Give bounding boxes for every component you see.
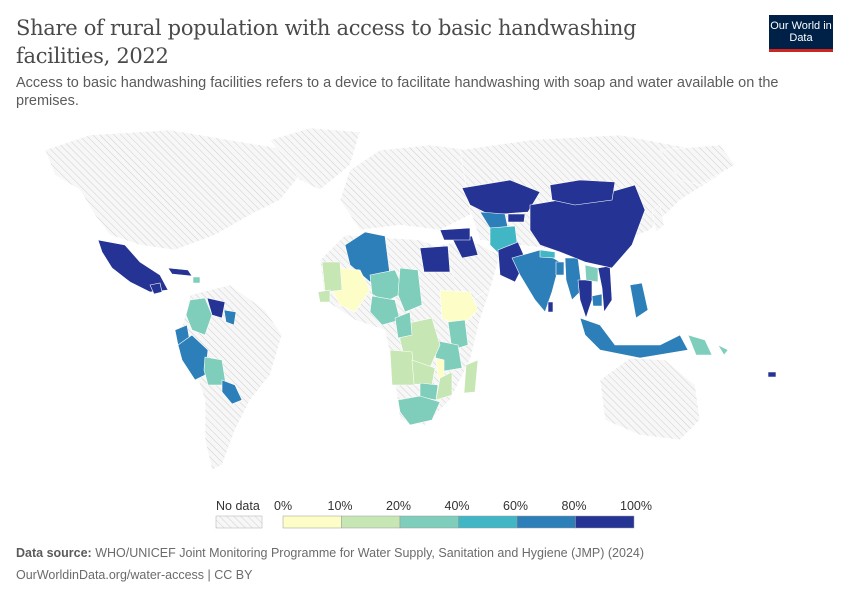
legend-bin-3 [458,515,518,529]
country-papua-new-guinea[interactable]: Papua New Guinea [687,334,713,356]
country-venezuela[interactable]: Venezuela [206,297,226,319]
country-guatemala[interactable]: Guatemala [149,282,163,295]
legend-tick-label: 0% [274,499,293,513]
legend-bin-1 [341,515,401,529]
country-kenya[interactable]: Kenya [447,319,469,351]
country-egypt[interactable]: Egypt [419,245,451,273]
country-bolivia[interactable]: Bolivia [203,356,227,386]
source-text: WHO/UNICEF Joint Monitoring Programme fo… [95,546,645,560]
country-cambodia[interactable]: Cambodia [591,293,603,307]
legend-tick-label: 100% [620,499,652,513]
country-paraguay[interactable]: Paraguay [221,379,243,405]
country-philippines[interactable]: Philippines [629,282,649,319]
source-label: Data source: [16,546,92,560]
no-data-europe[interactable] [339,144,481,231]
country-fiji[interactable]: Fiji [767,371,777,378]
legend-bin-5 [575,515,635,529]
country-kyrgyzstan[interactable]: Kyrgyzstan [507,213,526,223]
country-colombia[interactable]: Colombia [185,297,213,336]
country-laos[interactable]: Laos [584,264,599,283]
country-south-africa[interactable]: South Africa [397,395,441,426]
owid-logo[interactable]: Our World in Data [769,15,833,52]
country-senegal[interactable]: Senegal [317,289,331,303]
legend-no-data-swatch [215,515,263,529]
legend-bin-2 [399,515,459,529]
legend-tick-label: 10% [327,499,353,513]
source-url[interactable]: OurWorldinData.org/water-access | CC BY [16,568,253,582]
country-angola[interactable]: Angola [389,349,416,386]
country-solomon-islands[interactable]: Solomon Islands [717,344,729,356]
country-chad[interactable]: Chad [397,267,423,313]
country-mozambique[interactable]: Mozambique [435,371,453,401]
country-guyana[interactable]: Guyana [223,309,237,326]
country-ethiopia[interactable]: Ethiopia [439,289,479,329]
no-data-greenland[interactable] [269,127,361,191]
legend-no-data-label: No data [216,499,260,513]
chart-title: Share of rural population with access to… [16,16,637,68]
country-peru[interactable]: Peru [177,334,209,381]
country-indonesia[interactable]: Indonesia [579,317,689,359]
country-haiti[interactable]: Haiti [192,276,201,284]
country-cuba[interactable]: Cuba [167,267,193,277]
country-madagascar[interactable]: Madagascar [463,359,479,394]
no-data-north-america[interactable] [44,129,301,251]
no-data-russia-far[interactable] [659,144,736,186]
legend-tick-label: 40% [444,499,470,513]
country-cameroon[interactable]: Cameroon [394,311,413,339]
legend-bin-0 [282,515,342,529]
country-zimbabwe[interactable]: Zimbabwe [419,382,439,401]
country-sri-lanka[interactable]: Sri Lanka [547,301,554,313]
country-thailand[interactable]: Thailand [577,279,593,319]
country-niger[interactable]: Niger [369,269,406,303]
country-turkey[interactable]: Turkey [439,227,471,241]
no-data-australia[interactable] [599,357,701,441]
legend-bin-4 [516,515,576,529]
chart-subtitle: Access to basic handwashing facilities r… [16,75,779,109]
country-nigeria[interactable]: Nigeria [369,295,401,326]
country-bangladesh[interactable]: Bangladesh [555,261,565,276]
legend-tick-label: 60% [503,499,529,513]
country-nepal[interactable]: Nepal [539,249,556,259]
legend-tick-label: 20% [386,499,412,513]
country-kazakhstan[interactable]: Kazakhstan [461,179,541,216]
country-mauritania[interactable]: Mauritania [321,261,343,293]
no-data-japan[interactable] [651,204,665,233]
data-source: Data source: WHO/UNICEF Joint Monitoring… [16,546,644,560]
legend-tick-label: 80% [561,499,587,513]
country-mali[interactable]: Mali [332,267,371,313]
country-mongolia[interactable]: Mongolia [549,179,616,206]
